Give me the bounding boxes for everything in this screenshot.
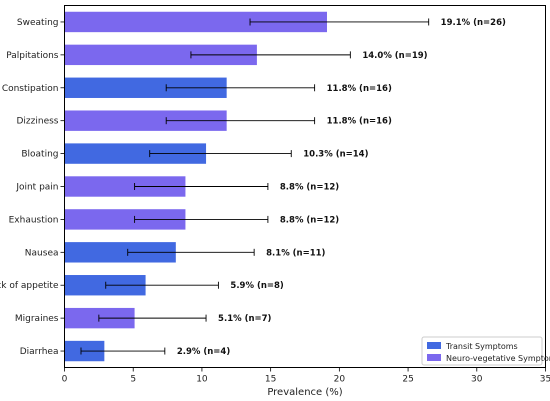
legend-swatch-transit (427, 342, 441, 349)
x-tick-label-30: 30 (471, 375, 483, 385)
legend-label-neuro-vegetative: Neuro-vegetative Symptoms (446, 354, 550, 363)
y-category-sweating: Sweating (17, 18, 59, 28)
bar-palpitations (64, 44, 257, 66)
legend-box (421, 336, 543, 366)
y-category-exhaustion: Exhaustion (9, 215, 59, 225)
bar-constipation (64, 77, 227, 98)
x-tick-label-25: 25 (402, 375, 413, 385)
x-tick-label-35: 35 (540, 375, 550, 385)
bar-nausea (64, 242, 176, 263)
x-axis-ticks: 0 5 10 15 20 25 30 35 (62, 367, 550, 385)
data-label-nausea: 8.1% (n=11) (266, 248, 325, 258)
bar-bloating (64, 143, 207, 164)
bar-exhaustion (64, 209, 186, 230)
x-tick-label-15: 15 (265, 375, 276, 385)
data-label-diarrhea: 2.9% (n=4) (177, 347, 231, 357)
data-label-exhaustion: 8.8% (n=12) (280, 215, 339, 225)
error-bars-layer (80, 18, 430, 355)
y-category-lack-of-appetite: Lack of appetite (0, 281, 59, 291)
data-label-sweating: 19.1% (n=26) (441, 18, 506, 28)
data-label-dizziness: 11.8% (n=16) (327, 117, 392, 127)
legend: Transit Symptoms Neuro-vegetative Sympto… (421, 336, 550, 366)
data-label-joint-pain: 8.8% (n=12) (280, 183, 339, 193)
bar-joint-pain (64, 176, 186, 197)
data-label-palpitations: 14.0% (n=19) (362, 51, 427, 61)
bar-dizziness (64, 110, 227, 131)
y-category-constipation: Constipation (2, 84, 59, 94)
y-axis-category-labels: Sweating Palpitations Constipation Dizzines… (0, 18, 65, 357)
y-category-dizziness: Dizziness (17, 117, 59, 127)
bar-lack-of-appetite (64, 275, 146, 296)
x-tick-label-20: 20 (334, 375, 346, 385)
bars-layer (64, 11, 327, 362)
y-category-migraines: Migraines (15, 314, 59, 324)
x-tick-label-0: 0 (62, 375, 68, 385)
legend-swatch-neuro-vegetative (427, 354, 441, 361)
data-label-bloating: 10.3% (n=14) (303, 150, 368, 160)
y-category-bloating: Bloating (21, 150, 58, 160)
x-axis-title: Prevalence (%) (267, 387, 342, 398)
x-tick-label-5: 5 (130, 375, 136, 385)
plot-frame (64, 5, 546, 368)
legend-label-transit: Transit Symptoms (445, 342, 518, 351)
x-tick-label-10: 10 (196, 375, 208, 385)
y-category-palpitations: Palpitations (6, 51, 59, 61)
data-label-lack-of-appetite: 5.9% (n=8) (230, 281, 284, 291)
data-label-constipation: 11.8% (n=16) (327, 84, 392, 94)
data-labels-layer: 19.1% (n=26) 14.0% (n=19) 11.8% (n=16) 11.8… (177, 18, 506, 357)
data-label-migraines: 5.1% (n=7) (218, 314, 272, 324)
y-category-joint-pain: Joint pain (15, 183, 58, 193)
y-category-nausea: Nausea (25, 248, 59, 258)
bar-sweating (64, 11, 327, 33)
y-category-diarrhea: Diarrhea (20, 347, 59, 357)
